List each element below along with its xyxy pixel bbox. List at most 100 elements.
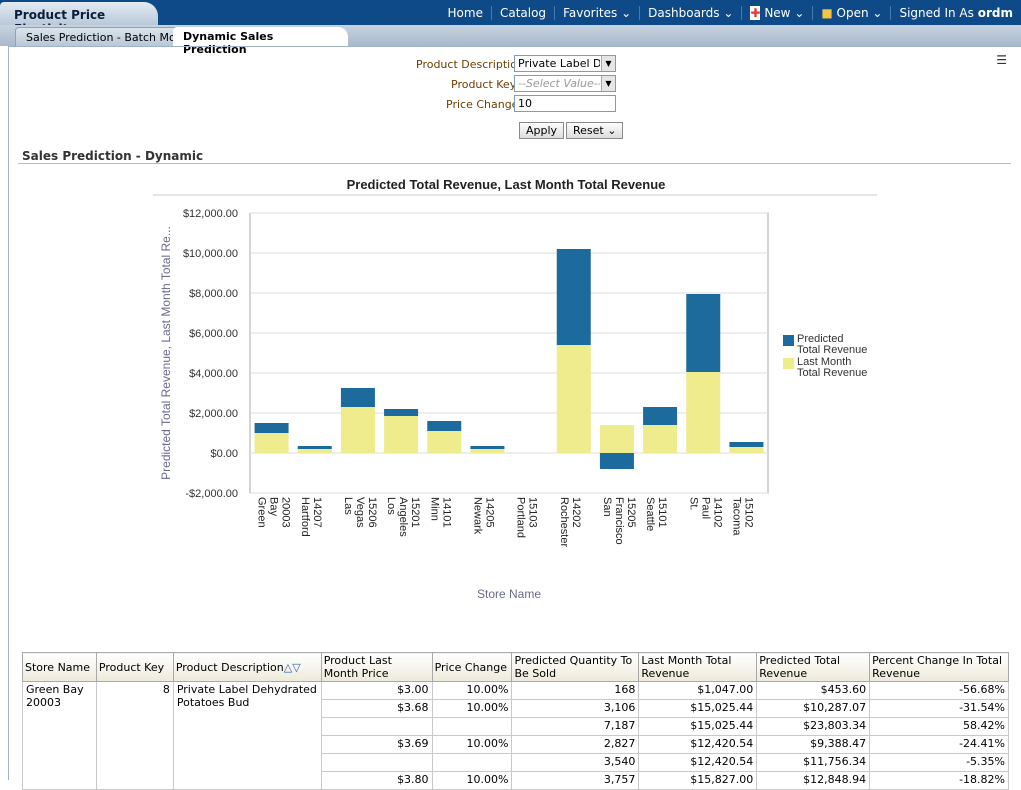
x-tick-label: 15102 (742, 497, 754, 528)
bar-predicted[interactable] (427, 421, 462, 431)
column-header: Percent Change In Total Revenue (869, 652, 1009, 682)
chevron-down-icon: ⌄ (621, 5, 632, 20)
x-tick-label: 15201 (409, 497, 421, 528)
bar-predicted[interactable] (686, 294, 721, 372)
y-tick-label: $2,000.00 (189, 408, 238, 420)
table-cell: 3,540 (511, 753, 640, 772)
reset-button[interactable]: Reset ⌄ (566, 122, 624, 139)
table-cell: 10.00% (431, 771, 513, 790)
table-cell: -5.35% (869, 753, 1009, 772)
table-row: $3.69 10.00% 2,827 $12,420.54 $9,388.47 -24.4… (23, 735, 1009, 754)
table-cell: 3,757 (511, 771, 640, 790)
y-tick-label: $0.00 (210, 448, 238, 460)
bar-predicted[interactable] (297, 446, 332, 449)
column-header[interactable]: Product Description△▽ (172, 652, 322, 682)
user-menu[interactable]: ordm (977, 5, 1013, 20)
sort-icon[interactable]: △▽ (283, 660, 301, 674)
table-cell: $3.69 (320, 735, 433, 754)
table-cell: 10.00% (431, 681, 513, 700)
placeholder: --Select Value-- (518, 77, 600, 90)
table-row: $3.68 10.00% 3,106 $15,025.44 $10,287.07 -31.… (23, 699, 1009, 718)
price-change-input[interactable]: 10 (514, 95, 616, 112)
bar-predicted[interactable] (643, 407, 678, 425)
x-tick-label: Tacoma (730, 497, 742, 536)
table-cell: 8 (95, 681, 174, 790)
table-cell: $15,025.44 (638, 717, 758, 736)
nav-dashboards[interactable]: Dashboards ⌄ (639, 5, 741, 20)
bar-predicted[interactable] (254, 423, 289, 433)
product-description-select[interactable]: Private Label Dehydrated Potatoes Bud▼ (514, 55, 616, 72)
x-tick-label: Seattle (644, 497, 656, 531)
bar-predicted[interactable] (729, 442, 764, 447)
x-tick-label: Francisco (613, 497, 625, 545)
dropdown-arrow-icon: ▼ (601, 76, 615, 91)
nav-favorites[interactable]: Favorites ⌄ (554, 5, 639, 20)
bar-last-month[interactable] (599, 425, 634, 453)
column-header: Price Change (431, 652, 513, 682)
legend-label: Total Revenue (797, 367, 867, 379)
column-header: Product Last Month Price (320, 652, 433, 682)
x-tick-label: Bay (268, 497, 280, 516)
x-tick-label: 15103 (527, 497, 539, 528)
y-tick-label: $10,000.00 (183, 248, 238, 260)
apply-button[interactable]: Apply (519, 122, 565, 139)
table-cell (431, 753, 513, 772)
folder-icon: ■ (821, 5, 833, 20)
column-header: Store Name (22, 652, 97, 682)
table-cell: 168 (511, 681, 640, 700)
table-row: 3,540 $12,420.54 $11,756.34 -5.35% (23, 753, 1009, 772)
product-key-select[interactable]: --Select Value-- ▼ (514, 75, 616, 92)
table-cell: 10.00% (431, 735, 513, 754)
y-tick-label: $8,000.00 (189, 288, 238, 300)
table-cell: 7,187 (511, 717, 640, 736)
bar-last-month[interactable] (556, 345, 591, 453)
x-tick-label: Vegas (354, 497, 366, 528)
legend-label: Predicted (797, 333, 843, 345)
x-axis-label: Store Name (477, 587, 541, 601)
x-tick-label: Paul (699, 497, 711, 519)
bar-last-month[interactable] (340, 407, 375, 453)
new-label: New (764, 5, 791, 20)
dropdown-arrow-icon: ▼ (601, 56, 615, 71)
table-cell: $1,047.00 (638, 681, 758, 700)
table-cell: 3,106 (511, 699, 640, 718)
bar-predicted[interactable] (470, 446, 505, 449)
nav-new[interactable]: ✚ New ⌄ (741, 5, 812, 20)
bar-last-month[interactable] (470, 449, 505, 453)
bar-predicted[interactable] (599, 453, 634, 469)
nav-open[interactable]: ■ Open ⌄ (812, 5, 890, 20)
bar-predicted[interactable] (556, 249, 591, 345)
page-options-icon[interactable]: ☰ (996, 53, 1007, 67)
x-tick-label: 15101 (656, 497, 668, 528)
table-cell (431, 717, 513, 736)
bar-last-month[interactable] (254, 433, 289, 453)
bar-predicted[interactable] (340, 388, 375, 407)
nav-catalog[interactable]: Catalog (490, 5, 554, 20)
table-cell: $3.80 (320, 771, 433, 790)
bar-last-month[interactable] (729, 447, 764, 453)
table-cell: Green Bay 20003 (22, 681, 97, 790)
legend-swatch (783, 358, 794, 369)
legend-label: Total Revenue (797, 344, 867, 356)
x-tick-label: 14101 (440, 497, 452, 528)
table-cell: $10,287.07 (756, 699, 871, 718)
product-description-label: Product Description (416, 58, 524, 71)
bar-last-month[interactable] (643, 425, 678, 453)
column-header: Predicted Quantity To Be Sold (511, 652, 640, 682)
bar-last-month[interactable] (427, 431, 462, 453)
chart-title: Predicted Total Revenue, Last Month Tota… (347, 177, 666, 192)
x-tick-label: Rochester (558, 497, 570, 547)
bar-last-month[interactable] (384, 416, 419, 453)
global-nav: Home Catalog Favorites ⌄ Dashboards ⌄ ✚ … (440, 0, 1021, 25)
table-cell: $23,803.34 (756, 717, 871, 736)
tab-dynamic-sales-prediction[interactable]: Dynamic Sales Prediction (173, 27, 348, 56)
tab-batch-mode[interactable]: Sales Prediction - Batch Mode (15, 27, 201, 46)
bar-last-month[interactable] (297, 449, 332, 453)
dashboard-content (8, 46, 1021, 780)
revenue-chart: Predicted Total Revenue, Last Month Tota… (153, 177, 877, 601)
nav-home[interactable]: Home (447, 5, 483, 20)
x-tick-label: 20003 (280, 497, 292, 528)
bar-predicted[interactable] (384, 409, 419, 416)
bar-last-month[interactable] (686, 372, 721, 453)
global-header: Product Price Elasticity Home Catalog Fa… (0, 0, 1021, 36)
